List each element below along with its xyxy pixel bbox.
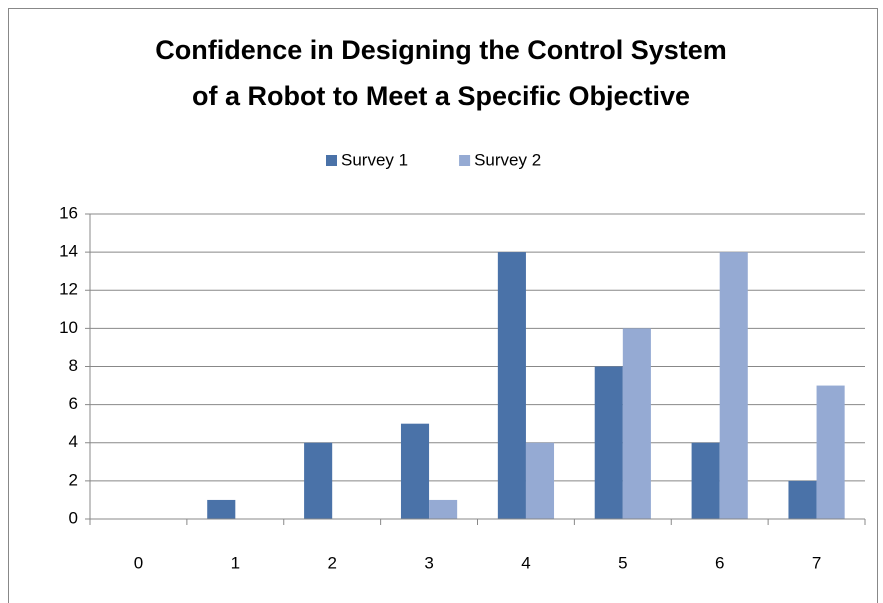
legend-label: Survey 1 <box>341 150 408 169</box>
legend-swatch <box>326 155 337 166</box>
bar <box>304 442 333 519</box>
x-tick-label: 2 <box>327 553 336 572</box>
y-tick-label: 0 <box>69 508 78 527</box>
bar <box>622 328 651 519</box>
x-tick-label: 4 <box>521 553 530 572</box>
x-tick-label: 7 <box>812 553 821 572</box>
chart-title: Confidence in Designing the Control Syst… <box>155 35 727 65</box>
chart-title: of a Robot to Meet a Specific Objective <box>192 81 690 111</box>
bar <box>816 385 845 519</box>
legend-label: Survey 2 <box>474 150 541 169</box>
bar <box>719 252 748 519</box>
bar <box>429 499 458 519</box>
bar <box>497 252 526 519</box>
bar <box>207 499 236 519</box>
bar <box>691 442 720 519</box>
bar <box>400 423 430 519</box>
x-tick-label: 1 <box>231 553 240 572</box>
bar <box>788 480 817 519</box>
y-tick-label: 10 <box>59 318 78 337</box>
bar <box>594 366 623 519</box>
y-tick-label: 4 <box>69 432 78 451</box>
y-tick-label: 2 <box>69 470 78 489</box>
bar <box>525 442 555 519</box>
y-tick-label: 8 <box>69 356 78 375</box>
y-tick-label: 16 <box>59 203 78 222</box>
x-tick-label: 5 <box>618 553 627 572</box>
y-tick-label: 14 <box>59 242 78 261</box>
x-tick-label: 3 <box>424 553 433 572</box>
y-tick-label: 6 <box>69 394 78 413</box>
x-tick-label: 6 <box>715 553 724 572</box>
y-tick-label: 12 <box>59 280 78 299</box>
x-tick-label: 0 <box>134 553 143 572</box>
legend-swatch <box>459 155 471 166</box>
